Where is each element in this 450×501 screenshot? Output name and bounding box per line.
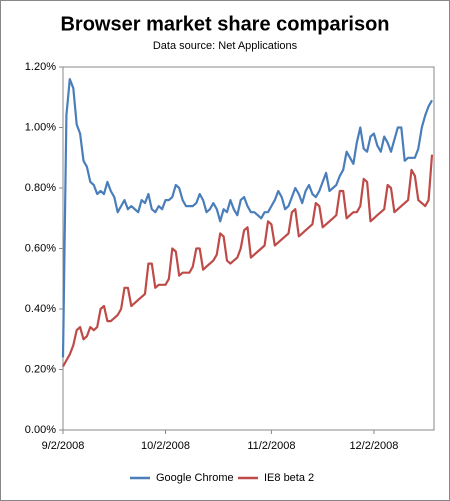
x-tick-label: 10/2/2008 [141,440,190,452]
y-tick-label: 0.60% [25,242,56,254]
chart-subtitle: Data source: Net Applications [153,40,298,52]
x-tick-label: 9/2/2008 [42,440,85,452]
legend-label: IE8 beta 2 [264,472,314,484]
y-tick-label: 0.40% [25,303,56,315]
y-tick-label: 0.80% [25,182,56,194]
x-tick-label: 11/2/2008 [247,440,295,452]
series-line [62,154,434,368]
y-tick-label: 0.20% [25,363,56,375]
y-tick-label: 1.00% [25,121,56,133]
chart-title: Browser market share comparison [60,13,389,35]
legend-label: Google Chrome [156,472,234,484]
x-tick-label: 12/2/2008 [349,440,398,452]
y-tick-label: 1.20% [25,61,56,73]
y-tick-label: 0.00% [25,424,56,436]
series-line [61,77,433,358]
